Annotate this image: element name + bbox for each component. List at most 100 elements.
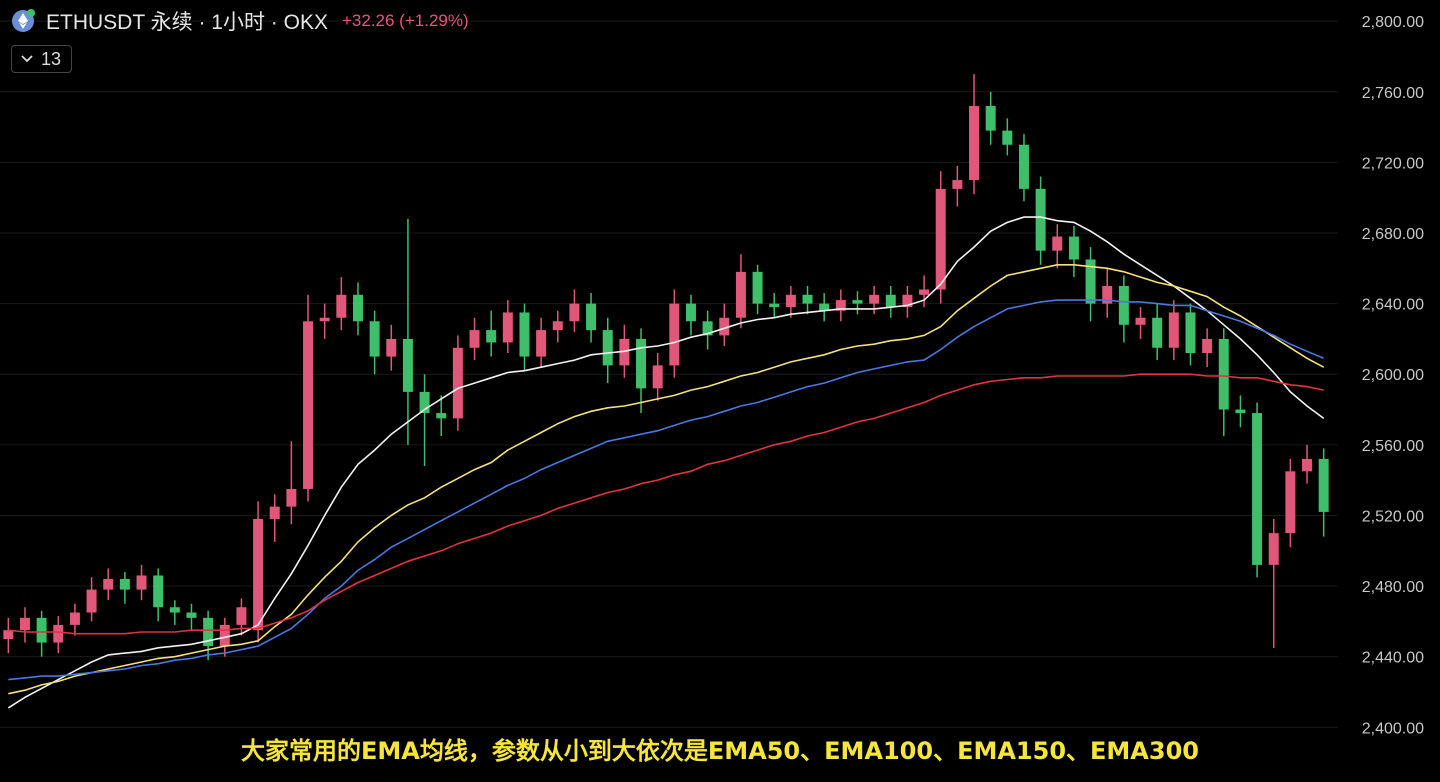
symbol-title: ETHUSDT 永续 · 1小时 · OKX [46,11,328,34]
indicator-toggle[interactable]: 13 [11,45,72,73]
candle-body [19,617,30,631]
y-tick-label: 2,480.00 [1362,579,1424,596]
y-tick-label: 2,600.00 [1362,367,1424,384]
candle-body [1118,285,1129,325]
candle-body [1185,312,1196,354]
candle-body [336,294,347,318]
candle-body [1252,413,1263,565]
caption: 大家常用的EMA均线，参数从小到大依次是EMA50、EMA100、EMA150、… [241,737,1199,765]
y-tick-label: 2,680.00 [1362,226,1424,243]
candle-body [1135,317,1146,325]
eth-logo [12,9,35,32]
candle-body [602,330,613,366]
candle-body [685,303,696,322]
candle-body [885,294,896,308]
candle-body [402,338,413,392]
ema-line [7,216,1325,709]
candle-body [852,300,863,304]
candle-body [536,330,547,357]
candle-body [452,347,463,419]
candle-body [219,624,230,647]
candle-body [303,321,314,489]
candle-body [86,589,97,613]
ema-line [8,299,1325,681]
candle-body [153,575,164,608]
candle-body [236,607,247,625]
candle-body [1018,144,1029,189]
candle-body [1102,285,1113,304]
candle-body [436,413,447,419]
y-tick-label: 2,760.00 [1362,85,1424,102]
y-tick-label: 2,720.00 [1362,155,1424,172]
candle-body [569,303,580,322]
candle-body [1052,236,1063,251]
candle-body [952,180,963,189]
candle-body [69,612,80,625]
y-tick-label: 2,440.00 [1362,650,1424,667]
candle-body [369,321,380,357]
candle-body [752,271,763,304]
candle-body [586,303,597,331]
y-tick-label: 2,560.00 [1362,438,1424,455]
candle-body [702,321,713,336]
candle-body [419,391,430,414]
candle-body [652,365,663,389]
candle-body [1002,130,1013,145]
candle-body [1235,409,1246,414]
candle-body [1152,317,1163,348]
candle-body [119,578,130,590]
candle-body [669,303,680,366]
ema-line [8,373,1324,635]
candle-body [1318,458,1329,512]
price-change: +32.26 (+1.29%) [341,11,469,30]
candle-body [519,312,530,357]
candle-body [253,518,264,631]
candle-body [469,330,480,348]
candle-body [1285,471,1296,534]
candle-body [919,289,930,295]
candle-body [53,624,64,643]
candle-body [103,578,114,590]
candle-body [769,303,780,308]
y-tick-label: 2,800.00 [1362,14,1424,31]
candle-body [203,617,214,647]
candle-body [169,607,180,613]
y-tick-label: 2,640.00 [1362,297,1424,314]
y-tick-label: 2,400.00 [1362,720,1424,737]
candle-body [1168,312,1179,348]
candle-body [3,630,14,640]
candle-body [1202,338,1213,354]
candle-body [785,294,796,308]
ema-line [8,264,1325,695]
candle-body [1068,236,1079,260]
candle-body [619,338,630,366]
candle-body [969,105,980,181]
candle-body [1035,188,1046,251]
candle-body [802,294,813,304]
candle-body [136,575,147,590]
candle-body [352,294,363,322]
chevron-icon [21,55,33,63]
candle-body [269,506,280,519]
candle-body [386,338,397,357]
candle-body [36,617,47,643]
candle-body [636,338,647,389]
candle-body [1302,458,1313,472]
candle-body [319,317,330,322]
candle-body [819,303,830,311]
candle-body [735,271,746,318]
candle-body [985,105,996,131]
candle-body [935,188,946,290]
candle-body [286,488,297,507]
candle-body [719,317,730,336]
candle-body [486,330,497,343]
candle-body [1218,338,1229,410]
indicator-count: 13 [41,48,62,69]
candle-body [902,294,913,308]
candle-body [1268,533,1279,565]
candle-body [1085,259,1096,304]
candle-body [186,612,197,618]
header: ETHUSDT 永续 · 1小时 · OKX +32.26 (+1.29%) [10,6,469,36]
